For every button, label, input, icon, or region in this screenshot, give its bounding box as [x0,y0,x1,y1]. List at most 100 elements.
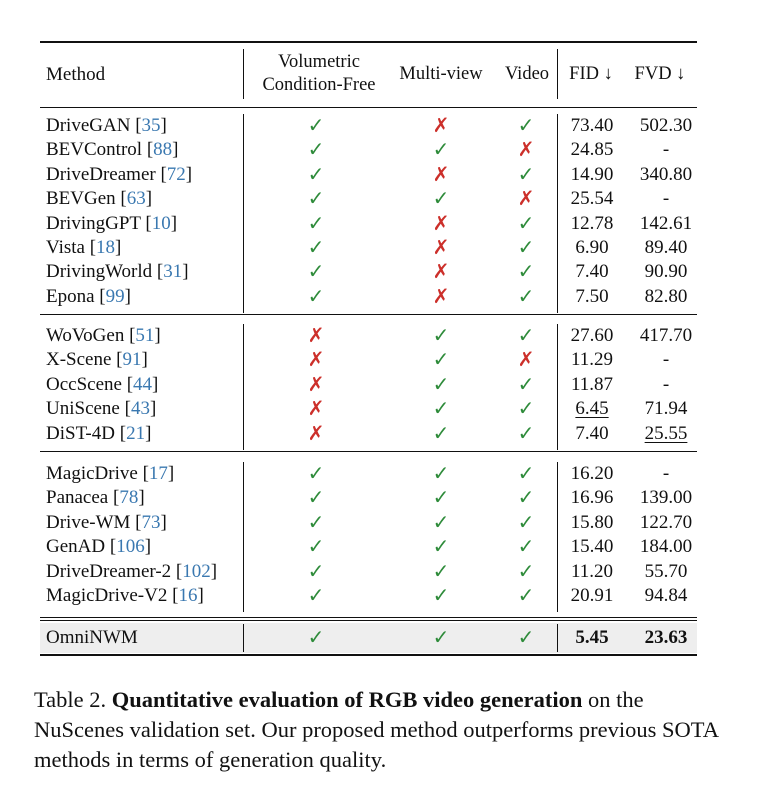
citation-link[interactable]: 21 [126,422,146,444]
citation-link[interactable]: 44 [133,373,153,395]
method-name: DriveDreamer [72] [46,163,193,185]
caption-label: Table 2. [34,687,107,712]
volumetric-check-icon: ✓ [307,285,325,308]
header-method: Method [46,64,106,85]
fid-value: 16.96 [570,487,614,509]
fvd-value: 122.70 [639,511,693,533]
citation-link[interactable]: 73 [141,511,161,533]
method-label: BEVControl [46,139,143,161]
citation-link[interactable]: 51 [135,325,155,346]
volumetric-cross-icon: ✗ [307,373,325,396]
ours-top-rule [40,617,697,618]
multiview-check-icon: ✓ [432,398,450,421]
citation-link[interactable]: 35 [141,115,161,136]
header-fvd: FVD ↓ [634,64,686,84]
multiview-check-icon: ✓ [432,487,450,510]
fvd-value: 139.00 [639,487,693,509]
bottom-rule [40,654,697,656]
fid-value: 16.20 [570,463,614,484]
group-sep-left [243,114,244,314]
method-label: Panacea [46,487,109,509]
group-sep-right [557,462,558,613]
fvd-value: 142.61 [639,212,693,234]
volumetric-check-icon: ✓ [307,585,325,607]
fvd-value: 89.40 [644,237,688,258]
multiview-check-icon: ✓ [432,373,450,396]
fid-value: 11.29 [570,349,614,371]
method-label: DriveGAN [46,115,131,136]
citation-link[interactable]: 17 [148,463,168,484]
method-name: UniScene [43] [46,398,157,420]
citation-link[interactable]: 43 [130,398,150,420]
fid-value: 6.90 [575,237,609,258]
multiview-check-icon: ✓ [432,560,450,583]
header-sep-right [557,49,558,99]
fvd-value: - [662,373,670,395]
citation-link[interactable]: 10 [151,212,171,234]
citation-link[interactable]: 16 [178,585,198,606]
video-cross-icon: ✗ [517,139,535,162]
method-label: GenAD [46,536,106,558]
fvd-value: 55.70 [644,560,688,582]
method-label: Vista [46,237,85,258]
citation-link[interactable]: 78 [119,487,139,509]
fid-value: 7.40 [575,422,609,444]
multiview-cross-icon: ✗ [432,261,450,284]
group-sep-right [557,114,558,314]
citation-link[interactable]: 102 [182,560,211,582]
citation-link[interactable]: 31 [163,261,183,283]
fid-value: 12.78 [570,212,614,234]
volumetric-cross-icon: ✗ [307,349,325,372]
multiview-check-icon: ✓ [432,349,450,372]
method-name: DriveGAN [35] [46,115,167,136]
volumetric-cross-icon: ✗ [307,325,325,347]
fid-value: 15.40 [570,536,614,558]
fid-value: 14.90 [570,163,614,185]
method-label: MagicDrive [46,463,138,484]
volumetric-check-icon: ✓ [307,163,325,186]
fvd-value: 23.63 [644,627,688,648]
method-name: MagicDrive [17] [46,463,175,484]
method-name: DrivingWorld [31] [46,261,189,283]
multiview-check-icon: ✓ [432,139,450,162]
multiview-check-icon: ✓ [432,627,450,649]
fvd-value: 90.90 [644,261,688,283]
multiview-check-icon: ✓ [432,422,450,445]
fid-value: 73.40 [570,115,614,136]
citation-link[interactable]: 72 [166,163,186,185]
video-check-icon: ✓ [517,115,535,137]
ours-top-rule-double [40,620,697,621]
citation-link[interactable]: 106 [116,536,145,558]
citation-link[interactable]: 18 [96,237,116,258]
citation-link[interactable]: 99 [105,285,125,307]
method-label: OmniNWM [46,627,138,648]
caption-rest: on the NuScenes validation set. Our prop… [34,687,718,772]
header-fid: FID ↓ [569,64,613,84]
method-name: Epona [99] [46,285,131,307]
group-sep-left [243,462,244,613]
method-label: BEVGen [46,188,116,210]
header-sep-left [243,49,244,99]
volumetric-check-icon: ✓ [307,511,325,534]
video-check-icon: ✓ [517,373,535,396]
multiview-cross-icon: ✗ [432,285,450,308]
method-name: Drive-WM [73] [46,511,167,533]
fid-value: 7.50 [575,285,609,307]
method-name: GenAD [106] [46,536,152,558]
multiview-check-icon: ✓ [432,463,450,485]
citation-link[interactable]: 91 [122,349,142,371]
volumetric-cross-icon: ✗ [307,422,325,445]
group-sep-right [557,324,558,450]
volumetric-check-icon: ✓ [307,536,325,559]
citation-link[interactable]: 88 [153,139,173,161]
multiview-cross-icon: ✗ [432,115,450,137]
video-check-icon: ✓ [517,585,535,607]
method-name: BEVGen [63] [46,188,153,210]
video-check-icon: ✓ [517,212,535,235]
table-caption: Table 2. Quantitative evaluation of RGB … [34,685,724,775]
citation-link[interactable]: 63 [126,188,146,210]
multiview-check-icon: ✓ [432,325,450,347]
method-label: DriveDreamer-2 [46,560,172,582]
method-name: OmniNWM [46,626,138,650]
method-label: DrivingWorld [46,261,153,283]
